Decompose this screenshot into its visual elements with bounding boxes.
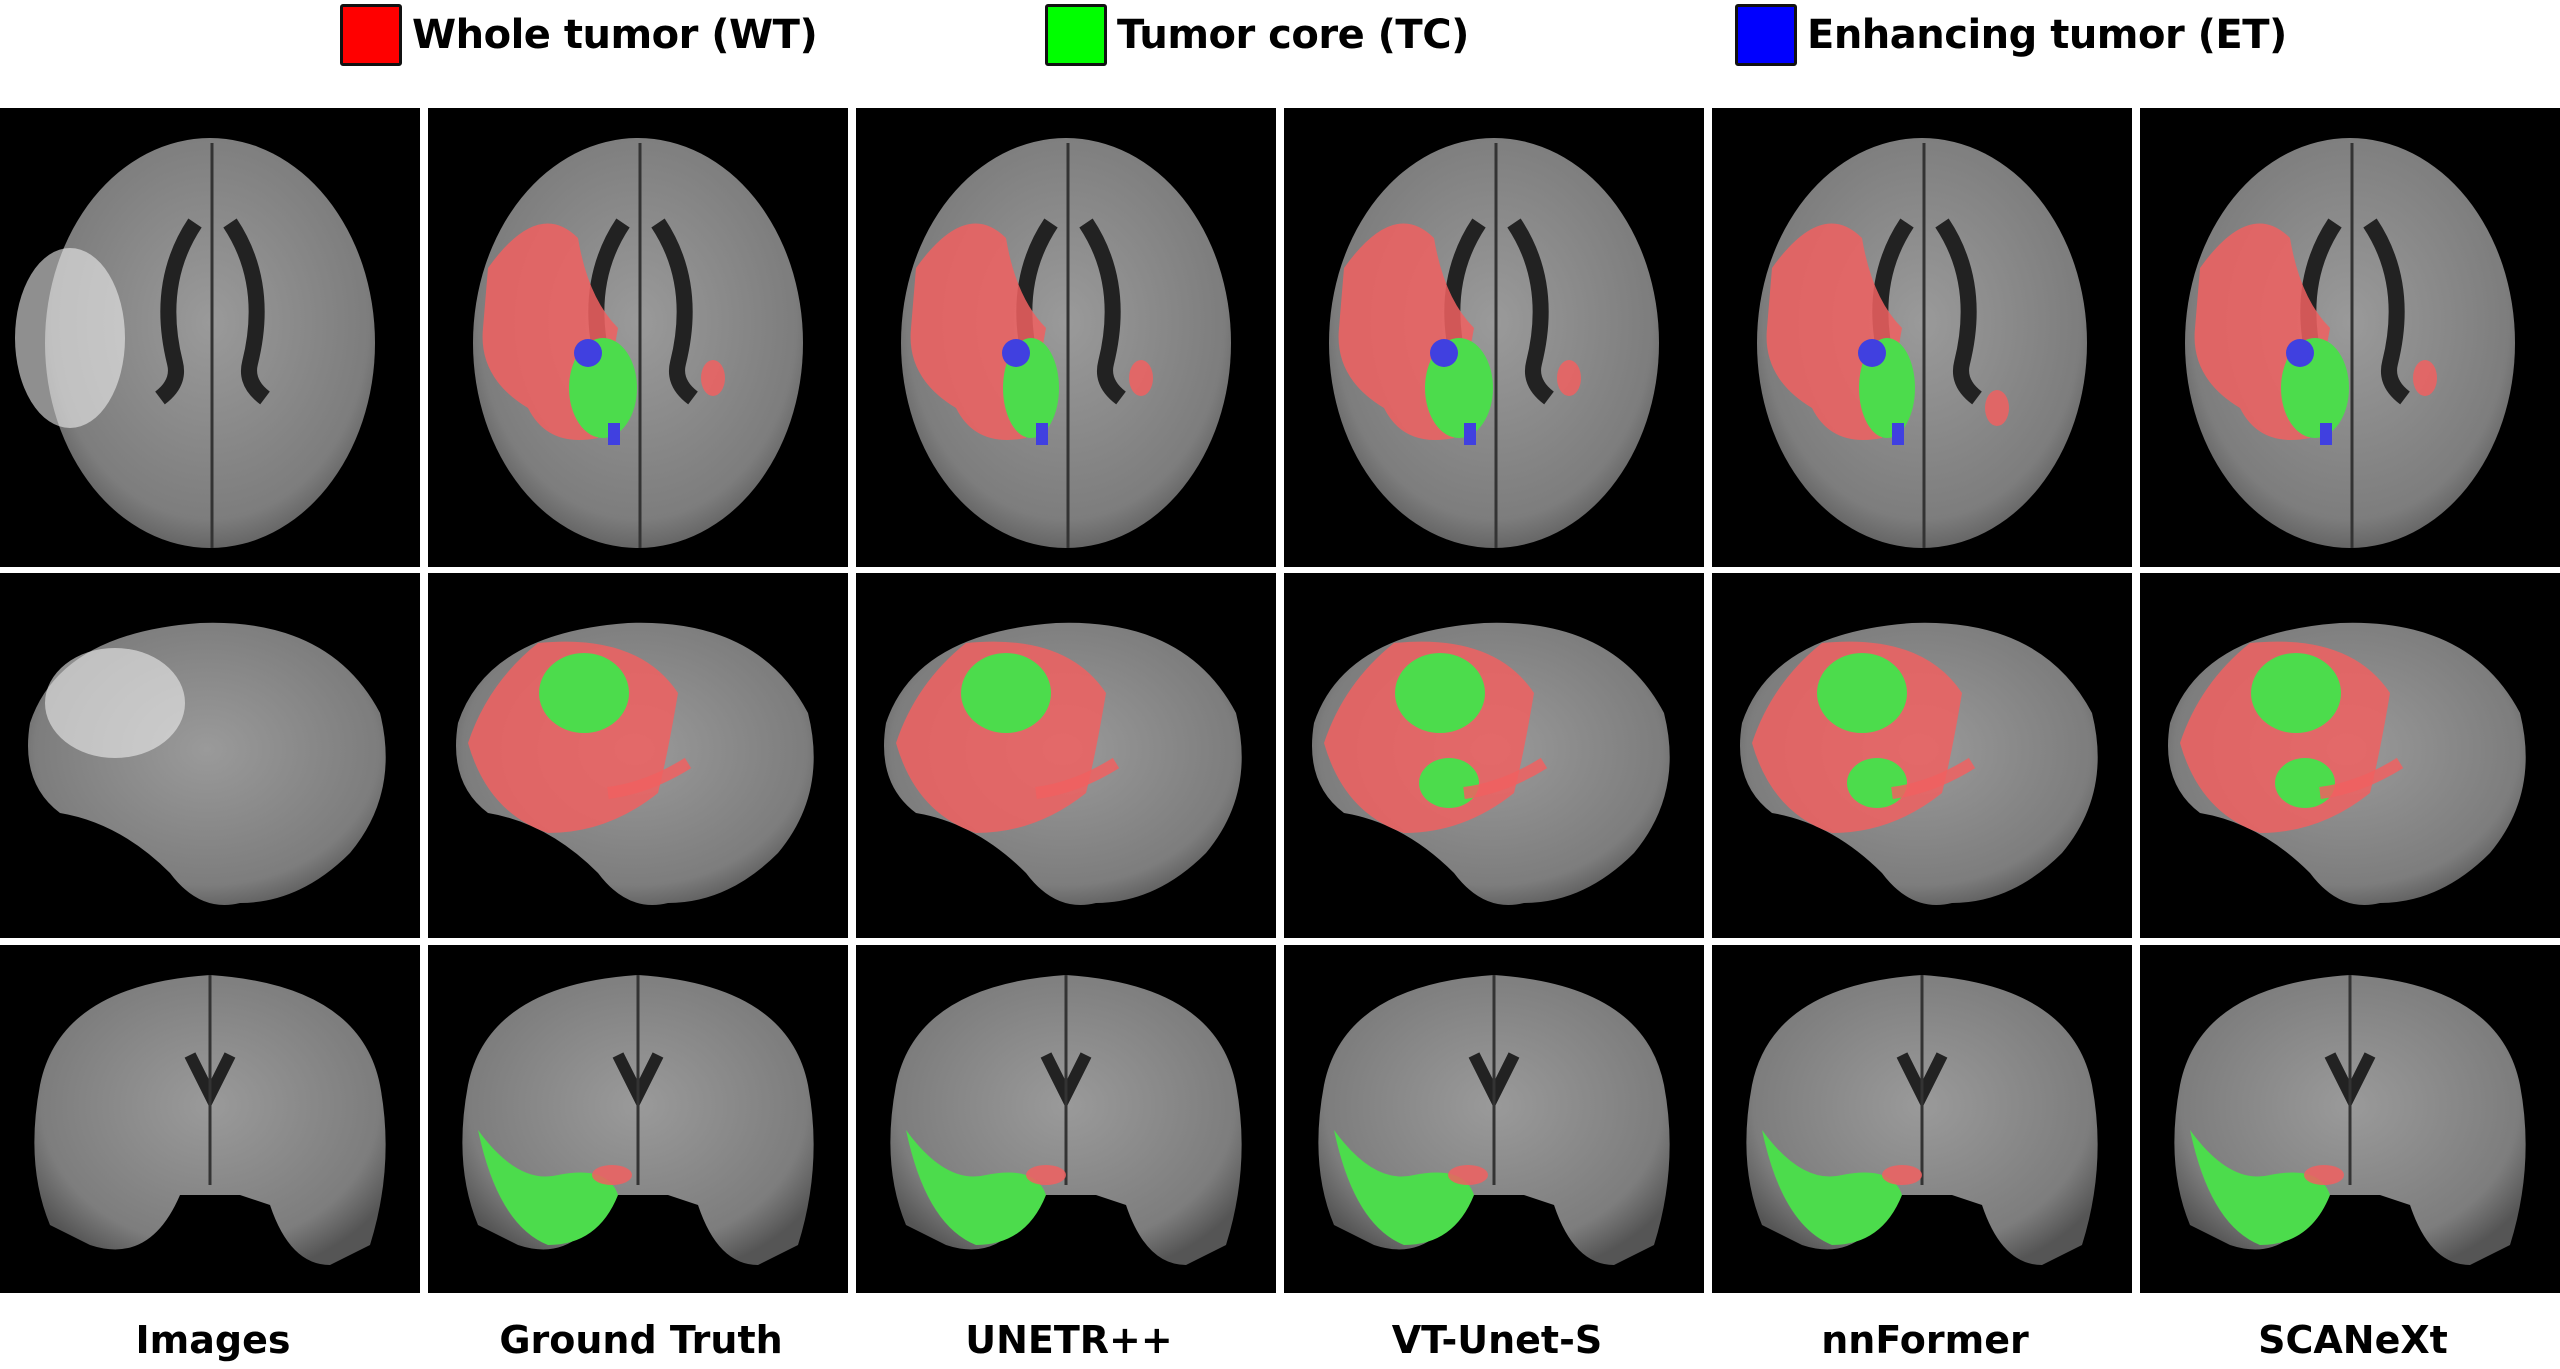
image-cell-coronal-4: [1712, 945, 2132, 1293]
mri-slice: [15, 138, 375, 548]
mri-slice: [901, 138, 1231, 548]
mri-slice: [1746, 975, 2098, 1265]
image-cell-sagittal-0: [0, 573, 420, 938]
legend-swatch-blue: [1735, 4, 1797, 66]
mri-slice: [2185, 138, 2515, 548]
mri-slice: [2174, 975, 2526, 1265]
column-label-unetr: UNETR++: [965, 1318, 1173, 1362]
legend-swatch-green: [1045, 4, 1107, 66]
image-cell-coronal-0: [0, 945, 420, 1293]
mri-slice: [890, 975, 1242, 1265]
image-cell-sagittal-4: [1712, 573, 2132, 938]
mri-slice: [1312, 622, 1670, 905]
mri-slice: [473, 138, 803, 548]
mri-slice: [456, 622, 814, 905]
image-cell-sagittal-5: [2140, 573, 2560, 938]
mri-slice: [1757, 138, 2087, 548]
mri-slice: [462, 975, 814, 1265]
image-cell-sagittal-3: [1284, 573, 1704, 938]
image-cell-coronal-1: [428, 945, 848, 1293]
image-cell-axial-2: [856, 108, 1276, 567]
legend: Whole tumor (WT) Tumor core (TC) Enhanci…: [0, 0, 2560, 70]
image-cell-coronal-5: [2140, 945, 2560, 1293]
mri-slice: [1329, 138, 1659, 548]
column-label-scanext: SCANeXt: [2258, 1318, 2448, 1362]
column-label-images: Images: [135, 1318, 291, 1362]
mri-slice: [28, 622, 386, 905]
legend-item-et: Enhancing tumor (ET): [1735, 2, 2287, 68]
mri-slice: [1318, 975, 1670, 1265]
image-cell-axial-0: [0, 108, 420, 567]
column-label-vt-unet: VT-Unet-S: [1391, 1318, 1603, 1362]
legend-label: Whole tumor (WT): [412, 12, 818, 58]
legend-item-tc: Tumor core (TC): [1045, 2, 1469, 68]
image-cell-axial-1: [428, 108, 848, 567]
mri-slice: [1740, 622, 2098, 905]
column-label-nnformer: nnFormer: [1821, 1318, 2029, 1362]
image-cell-coronal-2: [856, 945, 1276, 1293]
legend-label: Tumor core (TC): [1117, 12, 1469, 58]
legend-swatch-red: [340, 4, 402, 66]
mri-slice: [2168, 622, 2526, 905]
legend-label: Enhancing tumor (ET): [1807, 12, 2287, 58]
image-cell-axial-4: [1712, 108, 2132, 567]
image-cell-axial-3: [1284, 108, 1704, 567]
column-label-ground-truth: Ground Truth: [499, 1318, 783, 1362]
mri-slice: [34, 975, 386, 1265]
image-cell-axial-5: [2140, 108, 2560, 567]
legend-item-wt: Whole tumor (WT): [340, 2, 818, 68]
image-cell-coronal-3: [1284, 945, 1704, 1293]
image-cell-sagittal-1: [428, 573, 848, 938]
image-cell-sagittal-2: [856, 573, 1276, 938]
mri-slice: [884, 622, 1242, 905]
